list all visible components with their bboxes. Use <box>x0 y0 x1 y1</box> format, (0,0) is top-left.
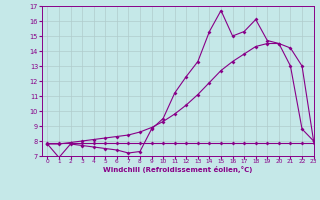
X-axis label: Windchill (Refroidissement éolien,°C): Windchill (Refroidissement éolien,°C) <box>103 166 252 173</box>
